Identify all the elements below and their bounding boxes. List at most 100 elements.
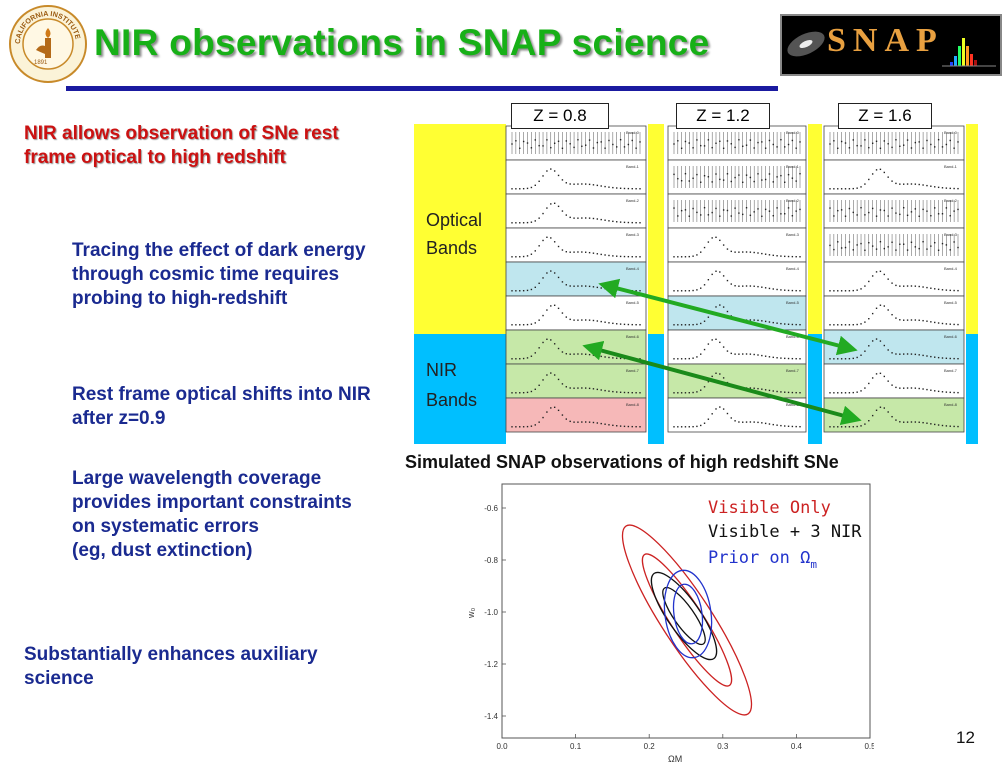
lightcurve-point: [949, 215, 951, 217]
lightcurve-point: [703, 246, 706, 249]
lightcurve-point: [764, 422, 767, 425]
lightcurve-point: [957, 289, 959, 292]
optical-label-line2: Bands: [426, 238, 477, 258]
lightcurve-point: [879, 304, 882, 306]
lightcurve-point: [914, 387, 917, 389]
lightcurve-point: [837, 290, 839, 292]
lightcurve-point: [887, 380, 889, 382]
lightcurve-point: [840, 358, 843, 360]
lightcurve-point: [596, 253, 599, 255]
lightcurve-point: [776, 207, 778, 209]
lightcurve-panel: [823, 193, 965, 229]
lightcurve-point: [791, 177, 794, 179]
lightcurve-point: [565, 284, 568, 286]
lightcurve-point: [515, 188, 517, 190]
y-tick-label: -1.0: [484, 608, 498, 617]
lightcurve-point: [910, 183, 913, 185]
lightcurve-point: [703, 320, 706, 322]
lightcurve-point: [749, 214, 752, 217]
lightcurve-point: [799, 256, 801, 258]
lightcurve-point: [726, 350, 729, 352]
lightcurve-point: [722, 408, 725, 410]
lightcurve-point: [515, 358, 517, 360]
lightcurve-point: [565, 214, 568, 216]
lightcurve-panel: [667, 125, 807, 161]
x-tick-label: 0.4: [791, 742, 803, 751]
lightcurve-point: [957, 141, 959, 143]
lightcurve-point: [910, 387, 913, 389]
lightcurve-point: [703, 422, 706, 424]
lightcurve-point: [757, 285, 759, 288]
lightcurve-figure: Band-0 Band-1 Band-2 Band-3 Band-4 Band-5 Band…: [414, 124, 978, 444]
lightcurve-point: [553, 343, 556, 345]
lightcurve-point: [522, 289, 525, 292]
lightcurve-point: [546, 272, 548, 274]
band-label: Band-8: [944, 402, 958, 407]
lightcurve-point: [635, 324, 637, 326]
lightcurve-point: [577, 421, 579, 423]
lightcurve-point: [588, 421, 591, 423]
legend-prior: Prior on Ωm: [708, 548, 817, 571]
lightcurve-point: [612, 424, 614, 427]
lightcurve-point: [515, 140, 517, 142]
lightcurve-point: [930, 355, 932, 358]
lightcurve-point: [619, 221, 622, 223]
lightcurve-point: [768, 173, 771, 175]
lightcurve-point: [522, 357, 525, 360]
lightcurve-point: [887, 278, 889, 280]
lightcurve-point: [949, 357, 951, 360]
lightcurve-point: [515, 222, 517, 224]
lightcurve-point: [600, 355, 602, 358]
lightcurve-point: [848, 392, 851, 394]
lightcurve-point: [557, 140, 560, 143]
lightcurve-point: [937, 288, 940, 291]
lightcurve-point: [840, 188, 843, 190]
lightcurve-point: [761, 388, 763, 390]
lightcurve-point: [780, 391, 782, 393]
lightcurve-point: [538, 319, 540, 321]
lightcurve-point: [902, 319, 905, 321]
lightcurve-point: [895, 284, 897, 287]
lightcurve-point: [860, 186, 862, 188]
lightcurve-point: [519, 324, 521, 326]
lightcurve-point: [719, 140, 721, 143]
lightcurve-point: [852, 426, 854, 428]
lightcurve-point: [515, 256, 517, 258]
lightcurve-point: [895, 419, 897, 421]
lightcurve-point: [764, 320, 767, 323]
x-axis-label: ΩM: [668, 754, 682, 764]
lightcurve-point: [596, 218, 599, 220]
lightcurve-point: [883, 305, 886, 307]
lightcurve-point: [553, 272, 556, 274]
band-label: Band-0: [944, 130, 958, 135]
lightcurve-point: [553, 142, 556, 144]
lightcurve-point: [546, 374, 548, 376]
lightcurve-point: [596, 422, 599, 424]
lightcurve-point: [761, 252, 763, 255]
lightcurve-point: [627, 221, 630, 224]
band-label: Band-5: [944, 300, 958, 305]
lightcurve-point: [722, 306, 725, 308]
lightcurve-point: [573, 146, 575, 149]
lightcurve-point: [684, 426, 687, 428]
lightcurve-point: [726, 412, 729, 415]
band-shift-arrow-upper: [598, 278, 858, 356]
lightcurve-point: [734, 353, 736, 355]
lightcurve-point: [573, 319, 575, 321]
lightcurve-point: [639, 141, 641, 143]
lightcurve-point: [608, 424, 610, 426]
lightcurve-point: [730, 417, 732, 419]
lightcurve-point: [581, 183, 583, 185]
lightcurve-point: [871, 142, 874, 144]
lightcurve-point: [784, 425, 786, 427]
lightcurve-point: [534, 220, 536, 222]
lightcurve-point: [949, 249, 951, 251]
lightcurve-point: [519, 392, 521, 394]
lightcurve-point: [852, 289, 854, 292]
lightcurve-point: [688, 215, 690, 217]
lightcurve-point: [592, 319, 595, 322]
lightcurve-point: [588, 139, 591, 141]
lightcurve-point: [631, 391, 633, 394]
lightcurve-point: [833, 140, 835, 142]
lightcurve-point: [787, 425, 790, 427]
